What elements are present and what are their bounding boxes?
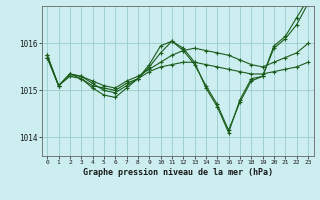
- X-axis label: Graphe pression niveau de la mer (hPa): Graphe pression niveau de la mer (hPa): [83, 168, 273, 177]
